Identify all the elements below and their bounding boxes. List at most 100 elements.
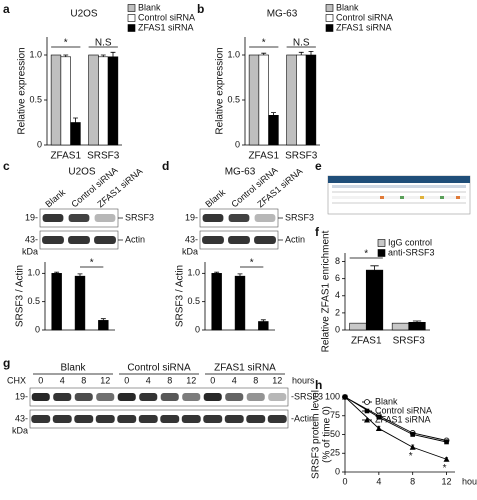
legend-label: Blank — [336, 2, 359, 12]
legend-marker — [364, 399, 370, 405]
blot-band — [139, 393, 158, 401]
marker — [410, 432, 415, 437]
y-tick-label: 25 — [330, 448, 340, 458]
y-tick-label: 0.5 — [187, 296, 200, 306]
protein-label: Actin — [285, 234, 305, 244]
panel-letter: b — [197, 2, 204, 16]
error-bar — [308, 51, 314, 55]
bar — [51, 273, 62, 331]
error-bar — [100, 54, 106, 57]
blot-band — [74, 393, 93, 401]
marker — [376, 414, 382, 420]
marker — [443, 456, 450, 462]
bar — [248, 54, 260, 146]
series-line — [344, 396, 447, 460]
annotation: * — [262, 38, 266, 49]
bar — [60, 56, 71, 146]
mw-unit: kDa — [182, 246, 198, 256]
mw-marker: 43- — [185, 234, 198, 244]
mw-marker: 43- — [15, 413, 28, 423]
legend-label: Control siRNA — [138, 12, 195, 22]
y-tick-label: 1.0 — [27, 268, 40, 278]
database-screenshot — [327, 175, 471, 215]
y-axis-label: Relative expression — [215, 47, 226, 134]
lane-label: 4 — [232, 375, 237, 385]
y-tick-label: 0 — [335, 466, 340, 476]
y-tick-label: 1.0 — [187, 268, 200, 278]
lane-label: 8 — [253, 375, 258, 385]
y-axis-label: SRSF3 / Actin — [15, 265, 26, 327]
legend-label: Blank — [375, 396, 398, 406]
blot-band — [254, 236, 276, 244]
mw-unit: kDa — [12, 425, 28, 435]
x-tick-label: SRSF3 — [87, 151, 120, 162]
legend-marker — [364, 408, 370, 414]
y-tick-label: 1.0 — [227, 49, 240, 59]
mw-marker: 19- — [15, 391, 28, 401]
bar — [408, 321, 426, 331]
blot-band — [203, 415, 223, 423]
x-tick-label: ZFAS1 — [50, 151, 81, 162]
bar — [365, 269, 384, 331]
panel-letter: a — [3, 2, 10, 16]
bar — [211, 273, 222, 331]
y-axis-label: Relative expression — [17, 47, 28, 134]
y-tick-label: 0 — [335, 324, 340, 334]
lane-label: 12 — [100, 375, 110, 385]
lane-label: 0 — [210, 375, 215, 385]
blot-title: MG-63 — [225, 167, 256, 178]
error-bar — [271, 112, 276, 116]
blot-band — [228, 214, 250, 222]
protein-label: SRSF3 — [125, 212, 154, 222]
bar — [234, 275, 246, 331]
mw-marker: 43- — [25, 234, 38, 244]
blot-band — [268, 393, 287, 401]
legend-label: ZFAS1 siRNA — [138, 22, 194, 32]
lane-label: Blank — [43, 187, 67, 209]
blot-band — [202, 214, 224, 222]
blot-frame — [29, 409, 289, 429]
bar — [50, 54, 62, 146]
error-bar — [214, 271, 220, 274]
y-tick-label: 0 — [37, 139, 42, 149]
series-line — [344, 396, 447, 441]
panel-letter: g — [3, 356, 10, 370]
bar — [305, 54, 317, 146]
legend-swatch — [325, 14, 334, 22]
bar — [70, 122, 81, 146]
blot-band — [254, 214, 276, 222]
x-tick-label: 0 — [342, 476, 347, 486]
legend-swatch — [325, 4, 334, 12]
annotation: * — [364, 249, 368, 260]
blot-band — [267, 415, 287, 423]
lane-label: 8 — [81, 375, 86, 385]
error-bar — [370, 265, 379, 271]
mw-marker: 19- — [25, 212, 38, 222]
marker — [444, 439, 449, 445]
marker — [342, 394, 348, 400]
legend-swatch — [127, 14, 136, 22]
legend-label: ZFAS1 siRNA — [375, 414, 431, 424]
bar — [286, 54, 297, 146]
y-tick-label: 2 — [335, 307, 340, 317]
y-tick-label: 75 — [330, 410, 340, 420]
blot-band — [160, 393, 179, 401]
error-bar — [260, 319, 266, 322]
blot-band — [96, 393, 115, 401]
error-bar — [100, 318, 106, 321]
blot-frame — [29, 387, 289, 407]
protein-label: SRSF3 — [285, 212, 314, 222]
y-tick-label: 0 — [235, 139, 240, 149]
protein-label: -SRSF3 — [291, 391, 323, 401]
bar — [98, 320, 109, 331]
blot-band — [138, 415, 158, 423]
blot-band — [31, 415, 51, 423]
group-label: ZFAS1 siRNA — [214, 363, 276, 374]
legend-label: anti-SRSF3 — [388, 247, 435, 257]
legend-label: Control siRNA — [375, 405, 432, 415]
y-tick-label: 100 — [325, 391, 340, 401]
bar — [296, 54, 307, 146]
annotation: * — [409, 451, 413, 462]
lane-label: Blank — [203, 187, 227, 209]
